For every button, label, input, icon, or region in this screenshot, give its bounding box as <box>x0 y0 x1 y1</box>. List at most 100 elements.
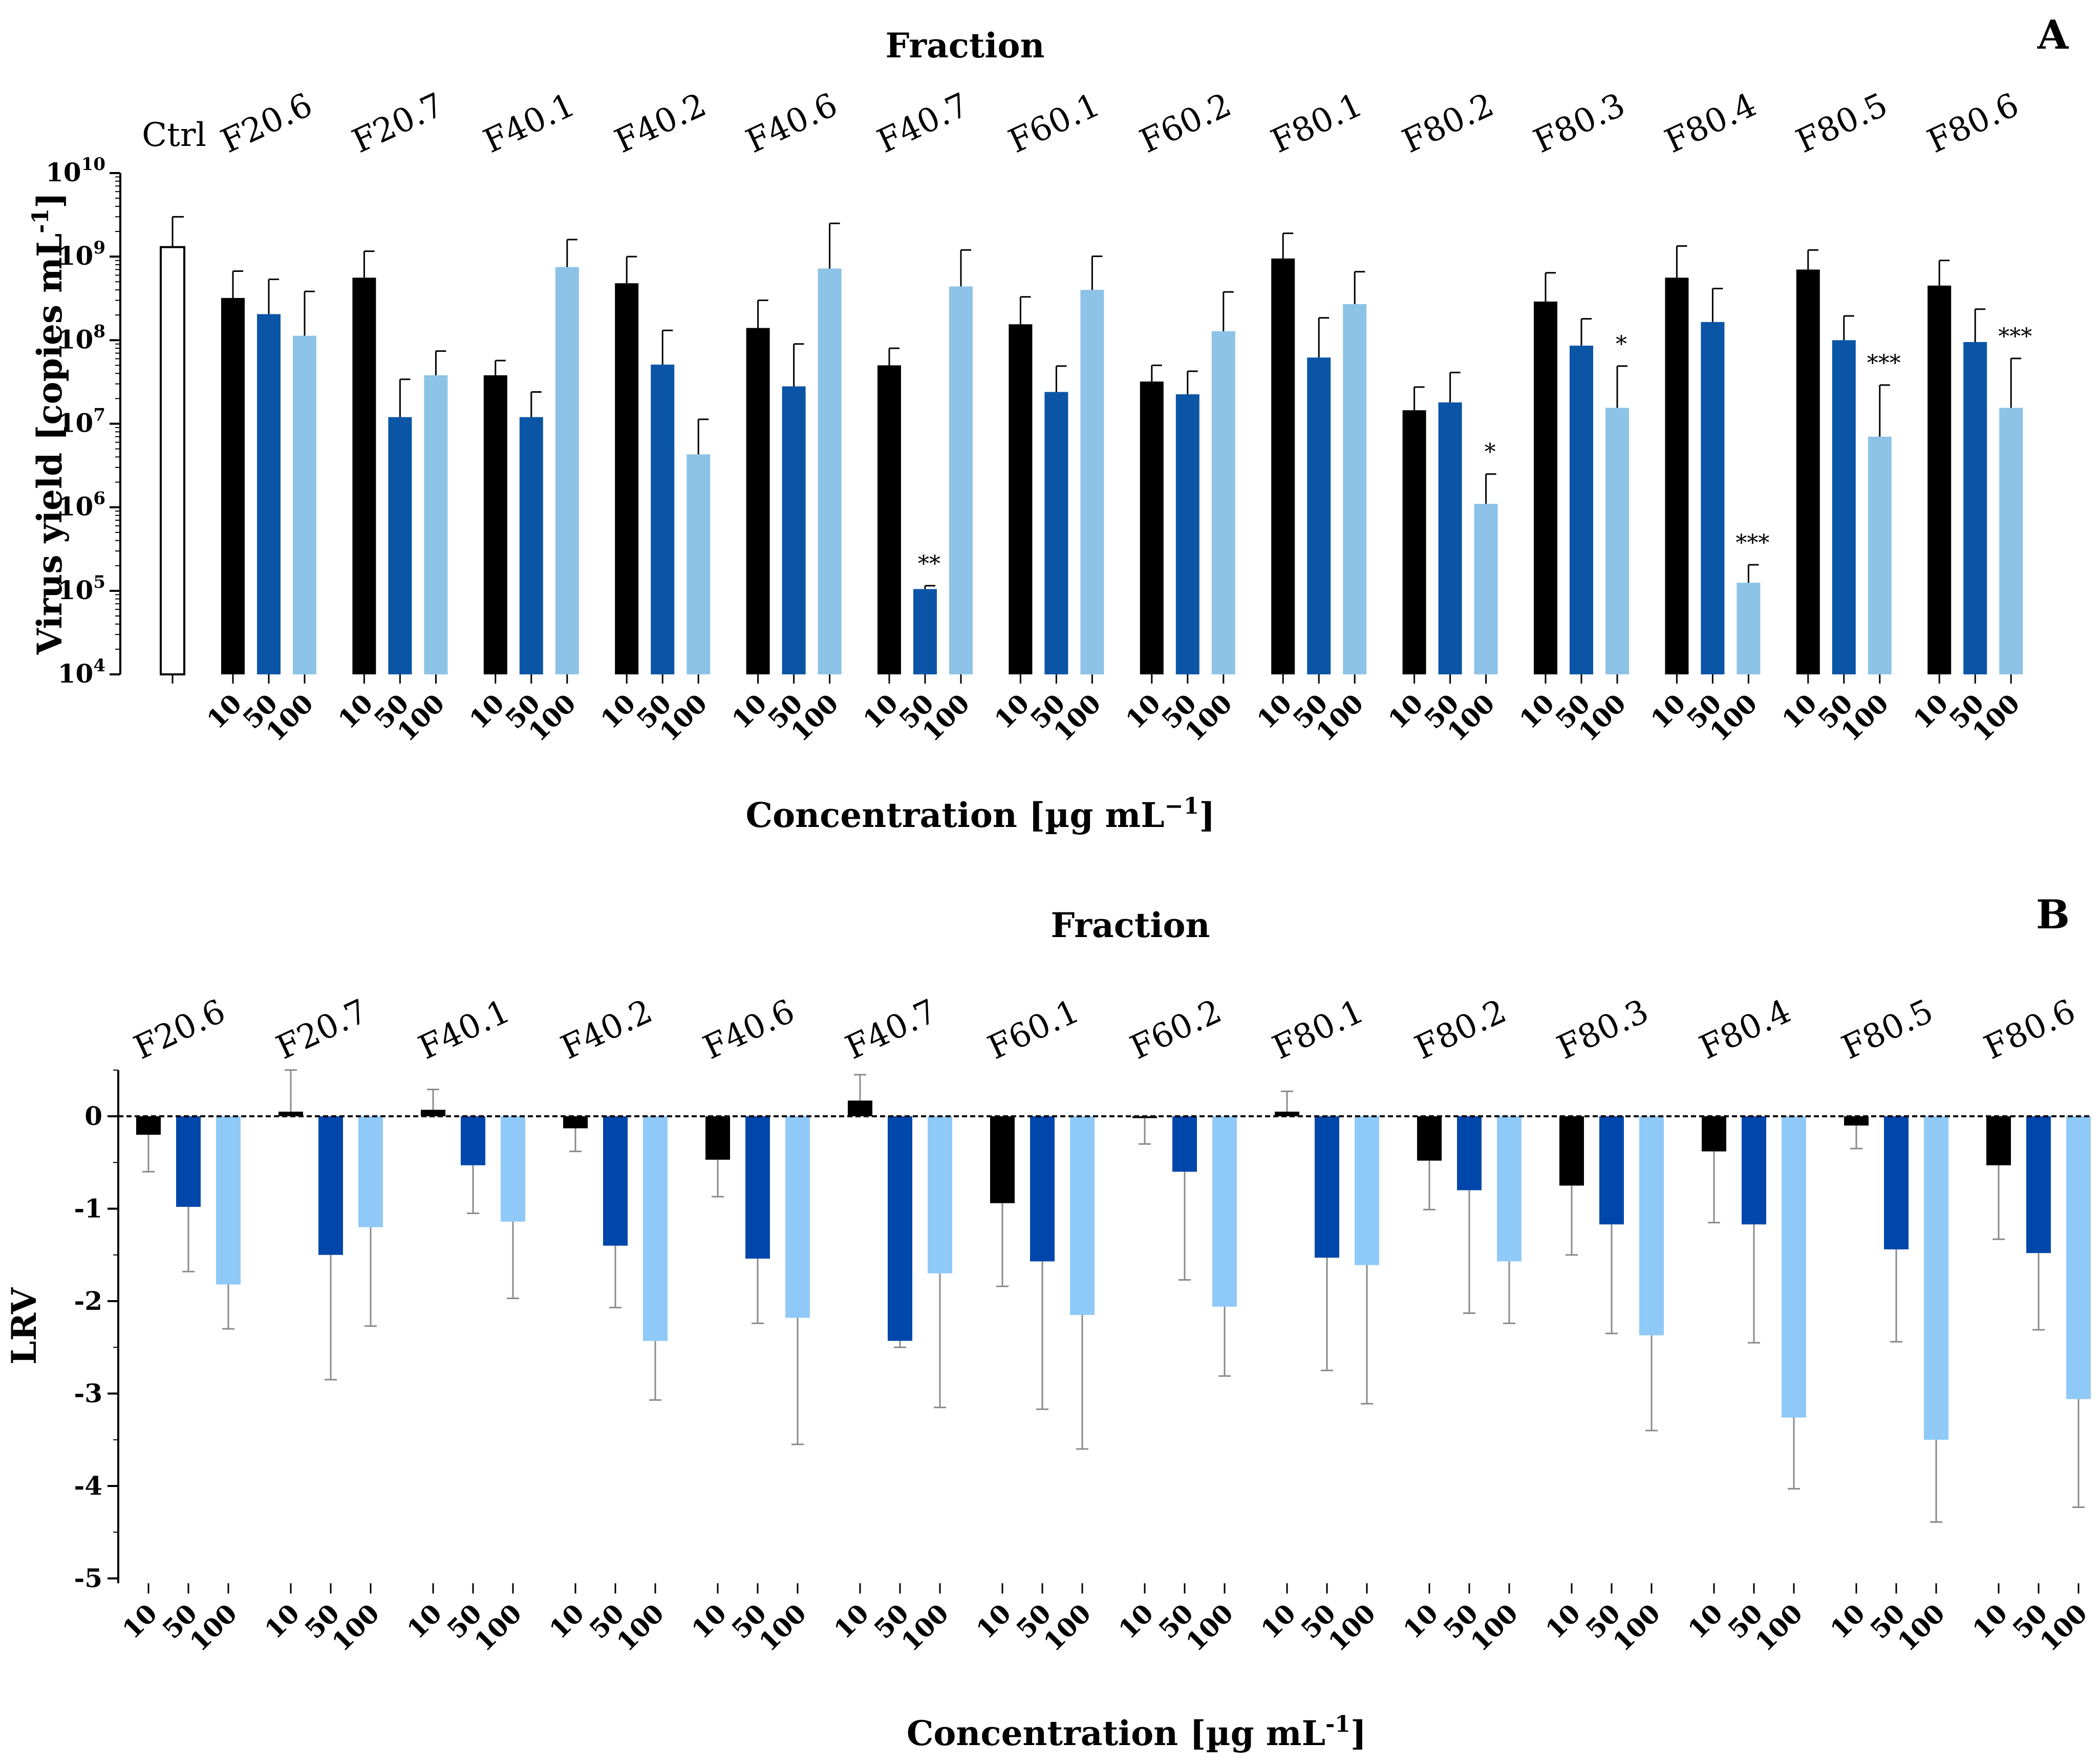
group-label-F40.1: F40.1 <box>478 86 581 161</box>
bar-F80.3-50 <box>1599 1116 1624 1225</box>
bar-F80.6-50 <box>1963 342 1987 674</box>
bar-F80.1-100 <box>1355 1116 1379 1265</box>
panel-b-title: Fraction <box>1051 905 1210 945</box>
bar-F80.4-100 <box>1737 583 1761 674</box>
bar-F80.2-50 <box>1438 402 1462 674</box>
bar-F40.7-10 <box>877 365 901 674</box>
bar-F80.1-50 <box>1315 1116 1339 1258</box>
bar-F60.1-100 <box>1070 1116 1095 1315</box>
bar-F20.7-50 <box>388 417 412 674</box>
conc-label: 10 <box>1113 1598 1160 1645</box>
bar-F60.2-100 <box>1211 331 1235 674</box>
conc-label: 100 <box>2034 1598 2093 1658</box>
group-label-F80.2: F80.2 <box>1409 992 1512 1067</box>
panel-a-bars: ************* <box>160 216 2032 676</box>
group-label-F80.2: F80.2 <box>1397 86 1499 161</box>
bar-F40.2-50 <box>603 1116 628 1246</box>
bar-F40.6-10 <box>746 328 770 674</box>
group-label-F40.7: F40.7 <box>840 992 943 1067</box>
bar-F80.5-50 <box>1832 340 1856 674</box>
bar-F20.6-50 <box>257 314 281 674</box>
significance-marker: *** <box>1867 350 1901 376</box>
bar-F40.7-100 <box>949 286 973 674</box>
bar-F40.1-50 <box>519 417 543 674</box>
conc-label: 100 <box>1180 1598 1239 1658</box>
bar-F80.5-10 <box>1844 1116 1869 1126</box>
significance-marker: * <box>1485 439 1496 465</box>
bar-F40.7-50 <box>913 589 937 674</box>
bar-F80.6-100 <box>2066 1116 2091 1399</box>
conc-label: 10 <box>401 1598 448 1645</box>
b-y-tick-label: -3 <box>74 1378 102 1409</box>
bar-F80.3-100 <box>1639 1116 1664 1335</box>
conc-label: 10 <box>1825 1598 1871 1645</box>
a-y-tick-label: 105 <box>58 572 105 605</box>
group-label-F80.6: F80.6 <box>1979 992 2082 1067</box>
group-label-F20.7: F20.7 <box>271 992 374 1067</box>
conc-label: 10 <box>971 1598 1017 1645</box>
significance-marker: *** <box>1998 324 2032 350</box>
bar-F40.2-100 <box>687 454 711 674</box>
bar-F40.1-100 <box>555 267 579 674</box>
bar-F60.1-10 <box>990 1116 1015 1203</box>
bar-F80.5-10 <box>1796 269 1820 674</box>
bar-F40.6-50 <box>745 1116 770 1259</box>
bar-F80.2-10 <box>1417 1116 1442 1161</box>
group-label-F40.2: F40.2 <box>555 992 658 1067</box>
conc-label: 100 <box>1607 1598 1666 1658</box>
bar-F80.4-10 <box>1702 1116 1726 1152</box>
panel-b-y-axis-title: LRV <box>4 1287 44 1365</box>
bar-F40.6-100 <box>785 1116 810 1318</box>
bar-F80.2-100 <box>1474 503 1498 674</box>
panel-a-title: Fraction <box>886 26 1045 66</box>
conc-label: 10 <box>1540 1598 1587 1645</box>
group-label-F80.4: F80.4 <box>1659 86 1762 161</box>
bar-F40.1-100 <box>501 1116 525 1222</box>
bar-F80.1-10 <box>1275 1111 1299 1116</box>
bar-F60.1-50 <box>1030 1116 1055 1262</box>
group-label-F60.2: F60.2 <box>1125 992 1228 1067</box>
group-label-F40.6: F40.6 <box>698 992 801 1067</box>
bar-F40.2-10 <box>563 1116 588 1129</box>
group-label-F80.6: F80.6 <box>1922 86 2025 161</box>
bar-F80.3-50 <box>1570 346 1593 674</box>
bar-F20.6-10 <box>136 1116 161 1135</box>
group-label-F80.4: F80.4 <box>1694 992 1797 1067</box>
conc-label: 100 <box>611 1598 670 1658</box>
a-y-tick-label: 106 <box>58 488 105 522</box>
bar-F80.4-50 <box>1742 1116 1766 1225</box>
conc-label: 100 <box>1892 1598 1951 1658</box>
group-label-F80.3: F80.3 <box>1528 86 1631 161</box>
bar-F80.6-10 <box>1986 1116 2011 1165</box>
bar-F40.7-10 <box>848 1100 872 1116</box>
group-label-F20.6: F20.6 <box>128 992 231 1067</box>
bar-F80.5-100 <box>1868 436 1892 674</box>
a-y-tick-label: 104 <box>58 655 105 689</box>
conc-label: 10 <box>1967 1598 2013 1645</box>
a-y-tick-label: 1010 <box>46 154 105 187</box>
conc-label: 100 <box>1749 1598 1809 1658</box>
b-y-tick-label: -5 <box>74 1563 102 1594</box>
bar-F80.5-50 <box>1884 1116 1909 1249</box>
panel-b-bars <box>118 1069 2091 1523</box>
group-label-F80.1: F80.1 <box>1266 86 1368 161</box>
group-label-F60.1: F60.1 <box>1003 86 1106 161</box>
group-label-F80.1: F80.1 <box>1267 992 1370 1067</box>
bar-ctrl <box>160 246 185 676</box>
panel-b-group-labels: F20.6 F20.7 F40.1 F40.2 F40.6 F40.7 F60.1 F60.2… <box>128 992 2082 1067</box>
bar-F80.1-10 <box>1271 258 1295 675</box>
group-label-F80.3: F80.3 <box>1552 992 1655 1067</box>
bar-F60.2-10 <box>1140 381 1164 674</box>
bar-F80.5-100 <box>1924 1116 1948 1440</box>
panel-a-y-axis-title: Virus yield [copies mL-1] <box>28 193 70 655</box>
b-y-tick-label: -2 <box>74 1286 102 1316</box>
bar-F40.1-10 <box>421 1110 445 1116</box>
panel-b: Fraction B 0 -1 -2 -3 -4 -5 F20.6 F20.7 F40.1 F4… <box>4 891 2093 1753</box>
bar-F40.6-10 <box>705 1116 730 1160</box>
bar-F40.7-100 <box>928 1116 952 1273</box>
group-label-F80.5: F80.5 <box>1836 992 1939 1067</box>
bar-F80.3-10 <box>1559 1116 1584 1186</box>
bar-F20.6-50 <box>176 1116 201 1207</box>
